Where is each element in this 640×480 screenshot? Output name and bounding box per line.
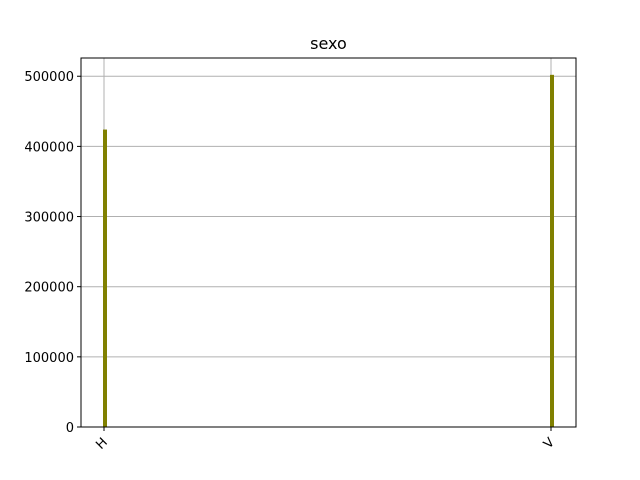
chart-title: sexo <box>310 34 347 53</box>
bar-H <box>103 129 107 428</box>
y-tick-label-1: 100000 <box>24 351 74 366</box>
y-tick-label-3: 300000 <box>24 211 74 226</box>
y-axis-ticks: 0 100000 200000 300000 400000 500000 <box>24 70 81 436</box>
plot-area-frame <box>80 57 577 428</box>
y-tick-label-4: 400000 <box>24 140 74 155</box>
x-tick-label-H: H <box>93 435 111 453</box>
bar-V <box>550 74 554 428</box>
y-tick-label-5: 500000 <box>24 70 74 85</box>
y-tick-label-2: 200000 <box>24 281 74 296</box>
grid-lines <box>81 58 576 428</box>
x-tick-label-V: V <box>541 435 558 452</box>
bars <box>103 74 554 428</box>
y-tick-label-0: 0 <box>66 421 74 436</box>
